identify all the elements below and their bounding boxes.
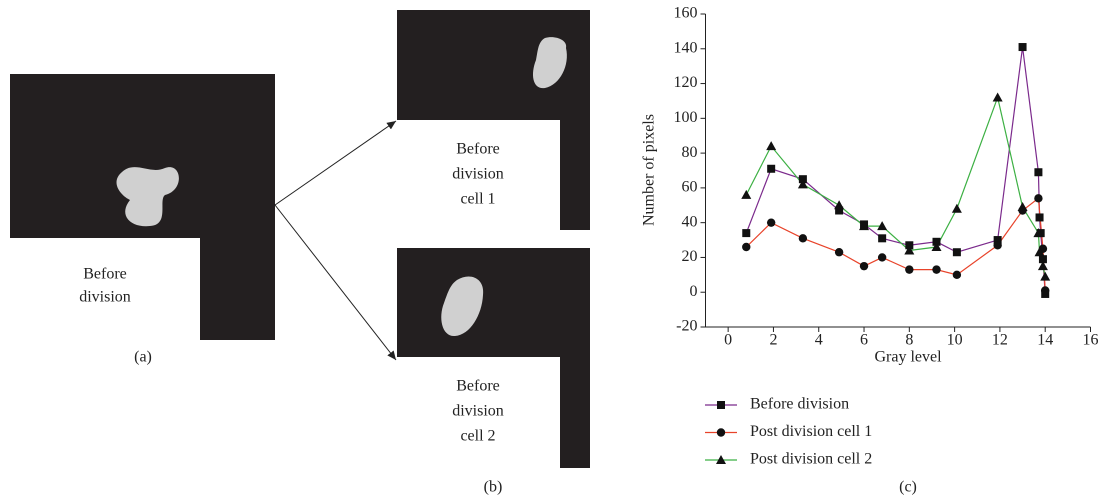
x-tick-label: 16 [1083, 332, 1099, 349]
marker [835, 248, 843, 256]
box-text: Before [83, 266, 127, 283]
marker [1018, 202, 1028, 211]
marker [1034, 168, 1042, 176]
y-tick-label: 120 [674, 74, 698, 91]
box-text: division [79, 289, 131, 306]
panel-label: (c) [899, 479, 917, 496]
x-tick-label: 10 [947, 332, 963, 349]
box-text: cell 1 [460, 191, 495, 208]
marker [767, 165, 775, 173]
y-tick-label: 140 [674, 39, 698, 56]
marker [860, 262, 868, 270]
y-tick-label: -20 [676, 318, 697, 335]
y-tick-label: 0 [690, 283, 698, 300]
arrow [275, 121, 396, 205]
marker [952, 204, 962, 213]
x-tick-label: 4 [815, 332, 823, 349]
marker [1034, 194, 1042, 202]
marker [834, 200, 844, 209]
series-line [746, 97, 1045, 276]
marker [799, 234, 807, 242]
marker [993, 241, 1001, 249]
marker [717, 401, 725, 409]
x-tick-label: 8 [905, 332, 913, 349]
box-text: division [452, 403, 504, 420]
figure: Before division (a) Before division cell… [0, 0, 1103, 498]
marker [1041, 286, 1049, 294]
y-tick-label: 80 [682, 144, 698, 161]
y-tick-label: 20 [682, 248, 698, 265]
x-tick-label: 14 [1037, 332, 1053, 349]
marker [742, 243, 750, 251]
legend-label: Post division cell 1 [750, 423, 872, 440]
marker [953, 271, 961, 279]
marker [905, 265, 913, 273]
x-tick-label: 0 [724, 332, 732, 349]
marker [878, 253, 886, 261]
arrow [275, 205, 396, 360]
marker [1036, 213, 1044, 221]
panel-label: (a) [134, 349, 152, 366]
y-tick-label: 40 [682, 213, 698, 230]
marker [742, 229, 750, 237]
marker [767, 218, 775, 226]
marker [1019, 43, 1027, 51]
marker [717, 428, 725, 436]
box-text: Before [456, 378, 500, 395]
box-text: Before [456, 141, 500, 158]
legend-label: Post division cell 2 [750, 451, 872, 468]
marker [953, 248, 961, 256]
x-axis-label: Gray level [874, 349, 942, 366]
marker [741, 190, 751, 199]
y-tick-label: 60 [682, 179, 698, 196]
marker [1040, 272, 1050, 281]
marker [932, 265, 940, 273]
y-axis-label: Number of pixels [641, 114, 658, 226]
y-tick-label: 100 [674, 109, 698, 126]
panel-label: (b) [484, 479, 503, 496]
marker [993, 92, 1003, 101]
box-text: cell 2 [460, 428, 495, 445]
marker [766, 141, 776, 150]
box-text: division [452, 166, 504, 183]
marker [878, 234, 886, 242]
x-tick-label: 2 [769, 332, 777, 349]
legend-label: Before division [750, 396, 849, 413]
y-tick-label: 160 [674, 5, 698, 22]
x-tick-label: 12 [992, 332, 1008, 349]
x-tick-label: 6 [860, 332, 868, 349]
